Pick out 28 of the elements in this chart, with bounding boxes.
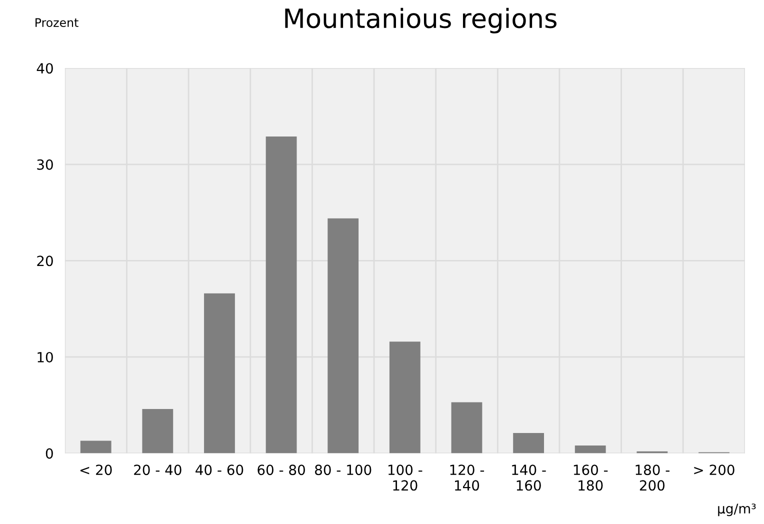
- x-tick-label: 20 - 40: [134, 464, 182, 476]
- x-tick-label: > 200: [694, 464, 734, 476]
- y-tick-label: 30: [37, 159, 53, 170]
- x-tick-label: 60 - 80: [258, 464, 305, 476]
- y-axis-title: Prozent: [36, 18, 78, 28]
- chart-title: Mountanious regions: [285, 8, 556, 34]
- bar: [266, 136, 297, 454]
- x-axis-title: µg/m³: [718, 504, 756, 516]
- bar: [574, 446, 606, 454]
- x-tick-label: 40 - 60: [196, 464, 244, 476]
- x-tick-label: 180 - 200: [636, 464, 670, 491]
- bar: [142, 408, 174, 454]
- bar: [389, 342, 420, 454]
- x-tick-label: 120 - 140: [450, 464, 484, 491]
- x-tick-label: 100 - 120: [388, 464, 422, 491]
- bar: [204, 293, 235, 454]
- y-tick-label: 0: [46, 448, 53, 459]
- bar: [513, 433, 544, 454]
- bar: [80, 440, 112, 454]
- y-tick-label: 20: [37, 256, 53, 266]
- bar: [451, 402, 482, 454]
- x-tick-label: < 20: [80, 464, 112, 476]
- y-tick-label: 40: [36, 63, 53, 74]
- x-tick-label: 160 - 180: [574, 464, 608, 491]
- x-tick-label: 80 - 100: [315, 464, 372, 476]
- bar: [328, 218, 359, 454]
- x-tick-label: 140 - 160: [512, 464, 546, 491]
- y-tick-label: 10: [38, 352, 53, 362]
